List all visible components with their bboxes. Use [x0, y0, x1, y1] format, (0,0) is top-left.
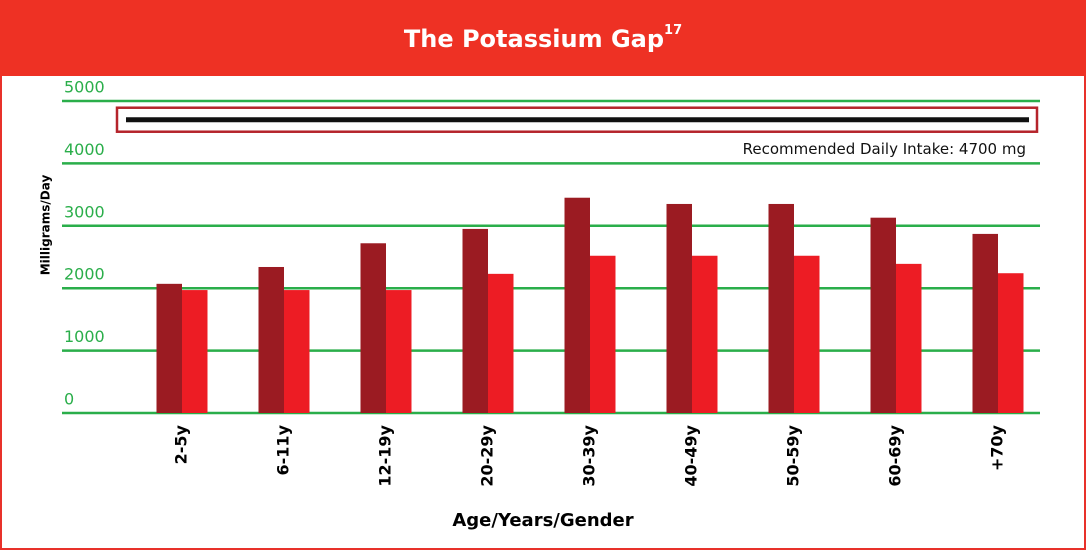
y-tick-label: 4000 [64, 140, 105, 159]
x-tick-label: 40-49y [682, 424, 701, 486]
bar [564, 197, 590, 413]
bar [386, 290, 412, 413]
x-tick-label: 30-39y [580, 424, 599, 486]
y-tick-label: 0 [64, 390, 74, 409]
bar [182, 290, 208, 413]
chart-title: The Potassium Gap17 [404, 23, 682, 54]
y-tick-label: 3000 [64, 202, 105, 221]
bar [156, 283, 182, 413]
x-axis-label: Age/Years/Gender [452, 510, 633, 531]
x-tick-label: 20-29y [478, 424, 497, 486]
title-text: The Potassium Gap [404, 25, 664, 53]
bar [692, 255, 718, 413]
y-tick-label: 1000 [64, 327, 105, 346]
bar [590, 255, 616, 413]
y-tick-label: 5000 [64, 78, 105, 97]
bar [896, 263, 922, 413]
x-tick-label: 12-19y [376, 424, 395, 486]
bar [870, 217, 896, 413]
x-tick-label: 50-59y [784, 424, 803, 486]
x-tick-label: 60-69y [886, 424, 905, 486]
bar [794, 255, 820, 413]
bar [666, 203, 692, 413]
bar [284, 290, 310, 413]
bar [360, 243, 386, 413]
y-tick-label: 2000 [64, 265, 105, 284]
bar [462, 228, 488, 413]
y-axis-label: Milligrams/Day [39, 175, 53, 276]
reference-label: Recommended Daily Intake: 4700 mg [743, 140, 1026, 158]
bar [488, 273, 514, 413]
bar [972, 233, 998, 413]
reference-box [115, 106, 1039, 133]
x-tick-label: 6-11y [274, 424, 293, 475]
x-tick-label: +70y [988, 424, 1007, 471]
bar [258, 266, 284, 413]
header [0, 0, 1086, 76]
title-superscript: 17 [664, 23, 682, 38]
bar [768, 203, 794, 413]
bar [998, 273, 1024, 413]
x-tick-label: 2-5y [172, 424, 191, 464]
